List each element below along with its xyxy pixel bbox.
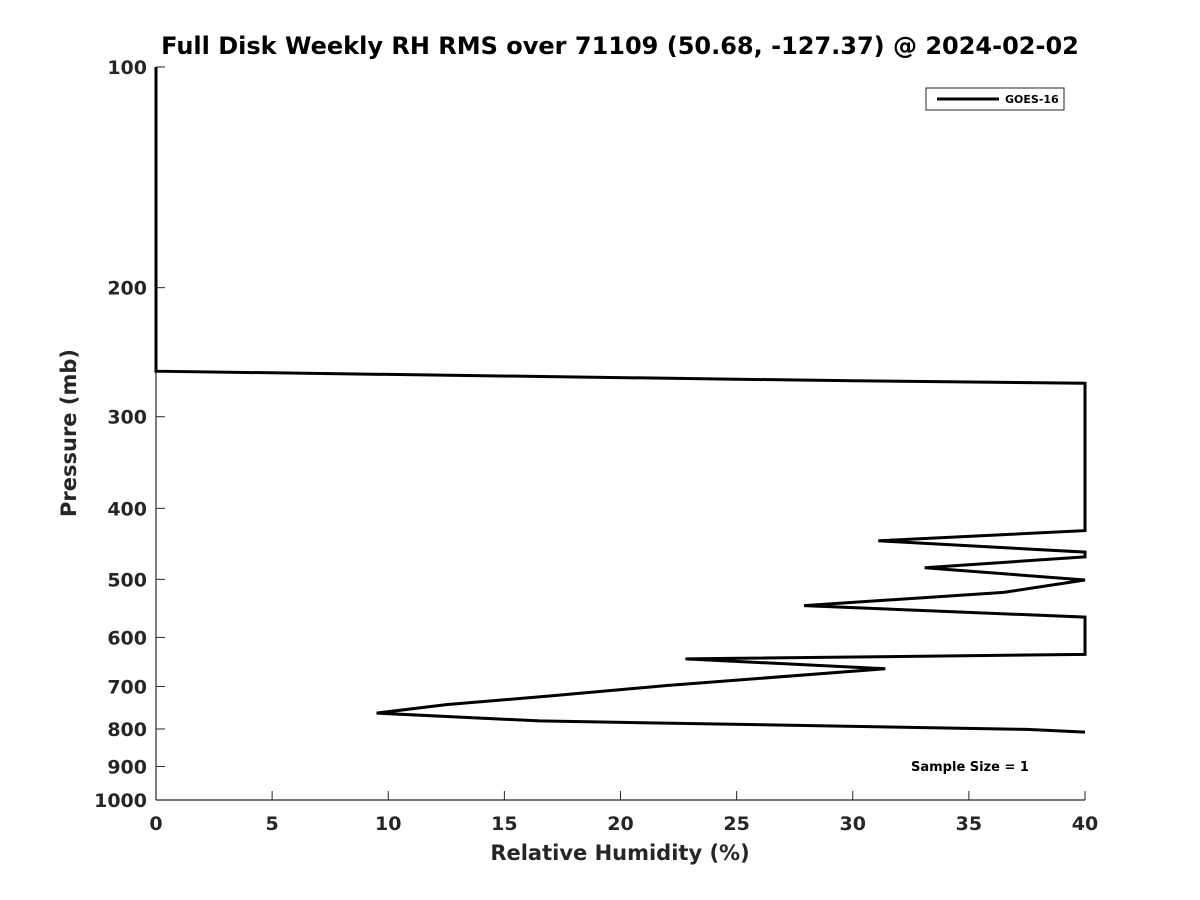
y-tick-label: 300	[107, 407, 147, 429]
x-axis-ticks: 0 5 10 15 20 25 30 35 40	[149, 791, 1098, 835]
y-tick-label: 600	[107, 627, 147, 649]
y-tick-label: 1000	[94, 790, 147, 812]
x-tick-label: 20	[607, 813, 633, 835]
x-tick-label: 5	[266, 813, 279, 835]
y-tick-label: 200	[107, 278, 147, 300]
x-axis-label: Relative Humidity (%)	[490, 841, 749, 865]
series-layer	[154, 67, 1087, 734]
legend: GOES-16	[925, 87, 1065, 111]
series-line-goes-16	[154, 67, 1087, 734]
chart-title: Full Disk Weekly RH RMS over 71109 (50.6…	[161, 32, 1079, 60]
y-axis-label: Pressure (mb)	[57, 349, 81, 517]
x-tick-label: 15	[491, 813, 517, 835]
y-tick-label: 900	[107, 756, 147, 778]
y-tick-label: 800	[107, 719, 147, 741]
y-tick-label: 400	[107, 498, 147, 520]
x-tick-label: 10	[375, 813, 401, 835]
y-tick-label: 700	[107, 676, 147, 698]
x-tick-label: 35	[956, 813, 982, 835]
legend-entry-goes-16: GOES-16	[1005, 93, 1059, 106]
x-tick-label: 40	[1072, 813, 1098, 835]
x-tick-label: 30	[840, 813, 866, 835]
x-tick-label: 0	[149, 813, 162, 835]
y-tick-label: 500	[107, 569, 147, 591]
x-tick-label: 25	[723, 813, 749, 835]
sample-size-annotation: Sample Size = 1	[911, 760, 1029, 775]
plot-area: 0 5 10 15 20 25 30 35 40 100 200 300 400 500 600 700 80…	[94, 57, 1098, 835]
y-tick-label: 100	[107, 57, 147, 79]
y-axis-ticks: 100 200 300 400 500 600 700 800 900 1000	[94, 57, 165, 812]
